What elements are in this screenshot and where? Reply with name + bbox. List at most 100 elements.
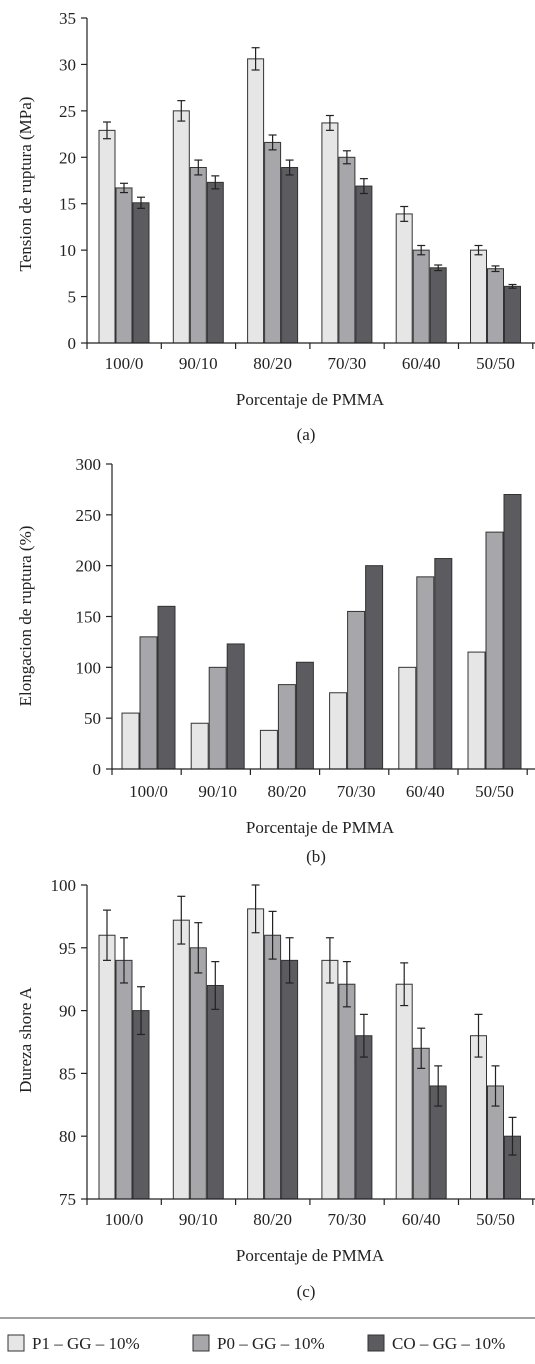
panel-b-bar-co-1 xyxy=(226,643,245,770)
panel-c-ytick-label-5: 100 xyxy=(51,876,77,895)
panel-c-errorbar-co-5 xyxy=(508,1116,517,1156)
panel-a-ytick-label-4: 20 xyxy=(59,148,76,167)
panel-a-ytick-label-3: 15 xyxy=(59,195,76,214)
panel-a-errorbar-co-0 xyxy=(137,196,145,209)
legend-label-co: CO – GG – 10% xyxy=(392,1334,505,1353)
panel-a-errorbar-p0-2 xyxy=(268,134,277,151)
panel-a-category-label-2: 80/20 xyxy=(253,354,292,373)
legend-swatch-p1 xyxy=(7,1334,25,1352)
panel-c-errorbar-p1-3 xyxy=(325,937,334,984)
panel-c-category-label-5: 50/50 xyxy=(476,1210,515,1229)
panel-c-bar-p1-0 xyxy=(98,934,116,1200)
panel-c-axes: 75 80 85 90 95 100 100/0 90/10 80/20 70/30 60/40 50… xyxy=(51,876,535,1229)
panel-a-bar-p0-2 xyxy=(264,141,282,344)
panel-b-ytick-label-0: 0 xyxy=(93,760,102,779)
panel-c-ytick-label-4: 95 xyxy=(59,939,76,958)
panel-b-ytick-label-2: 100 xyxy=(76,658,102,677)
panel-a-bar-co-0 xyxy=(132,202,150,344)
panel-c-label: (c) xyxy=(297,1282,316,1301)
panel-b-bar-p0-3 xyxy=(347,610,366,770)
panel-b-bar-p1-5 xyxy=(467,651,486,770)
panel-a-bars xyxy=(98,47,521,344)
panel-b-category-label-1: 90/10 xyxy=(198,782,237,801)
panel-a-bar-co-4 xyxy=(429,267,447,344)
panel-b-bar-p1-4 xyxy=(398,666,417,770)
panel-b-category-label-5: 50/50 xyxy=(475,782,514,801)
panel-c-bar-co-2 xyxy=(281,959,299,1200)
panel-a-errorbar-co-2 xyxy=(285,159,294,176)
panel-a-errorbar-co-3 xyxy=(359,178,368,195)
panel-b-bar-co-2 xyxy=(295,661,314,770)
panel-a-ytick-label-6: 30 xyxy=(59,55,76,74)
panel-b-bar-p0-0 xyxy=(139,636,158,770)
panel-c-errorbar-p1-5 xyxy=(474,1013,483,1058)
panel-b-category-label-0: 100/0 xyxy=(129,782,168,801)
panel-b-bar-co-0 xyxy=(157,605,176,770)
panel-a-errorbar-p0-4 xyxy=(417,244,426,256)
panel-a-errorbar-p0-0 xyxy=(120,182,128,194)
panel-a-ylabel: Tension de ruptura (MPa) xyxy=(16,97,35,272)
panel-a-ytick-label-7: 35 xyxy=(59,9,76,28)
panel-a-ytick-label-0: 0 xyxy=(68,334,77,353)
panel-a-ytick-label-2: 10 xyxy=(59,241,76,260)
panel-c-errorbar-p0-0 xyxy=(120,937,128,984)
panel-c-bar-p0-4 xyxy=(412,1047,430,1200)
panel-c-ytick-label-1: 80 xyxy=(59,1127,76,1146)
panel-a-axes: 0 5 10 15 20 25 30 35 100/0 90/10 80/20 70/30 60/40 5… xyxy=(59,9,535,373)
panel-c-errorbar-p1-0 xyxy=(103,909,111,961)
panel-a-bar-p0-4 xyxy=(412,249,430,344)
panel-c-errorbar-co-1 xyxy=(211,961,220,1010)
panel-a-bar-p0-1 xyxy=(189,167,207,344)
legend-swatch-co xyxy=(367,1334,385,1352)
panel-a-errorbar-co-1 xyxy=(211,175,220,190)
panel-c-category-label-0: 100/0 xyxy=(105,1210,144,1229)
panel-c-bar-p1-4 xyxy=(395,983,413,1200)
panel-c-ytick-label-2: 85 xyxy=(59,1064,76,1083)
panel-a-bar-p0-3 xyxy=(338,156,356,344)
panel-a-ytick-label-5: 25 xyxy=(59,102,76,121)
panel-c-errorbar-p0-4 xyxy=(417,1027,426,1069)
panel-b-ytick-label-4: 200 xyxy=(76,557,102,576)
panel-a-errorbar-p0-3 xyxy=(342,150,351,165)
panel-a-bar-p1-4 xyxy=(395,213,413,344)
panel-a-bar-p1-5 xyxy=(470,249,487,344)
panel-b-bar-p1-1 xyxy=(190,722,209,770)
panel-a-errorbar-p0-5 xyxy=(491,265,500,273)
panel-a-category-label-0: 100/0 xyxy=(105,354,144,373)
panel-a-bar-p1-1 xyxy=(172,110,190,344)
panel-b-bar-p1-2 xyxy=(259,729,278,770)
panel-b-bar-p0-4 xyxy=(416,576,435,770)
panel-a-category-label-1: 90/10 xyxy=(179,354,218,373)
panel-a-bar-p1-0 xyxy=(98,129,116,344)
panel-a-bar-p0-5 xyxy=(487,268,504,344)
panel-b-ytick-label-1: 50 xyxy=(84,709,101,728)
panel-c-errorbar-p1-4 xyxy=(400,962,409,1007)
panel-c-ytick-label-0: 75 xyxy=(59,1190,76,1209)
legend: P1 – GG – 10% P0 – GG – 10% CO – GG – 10… xyxy=(0,1317,535,1353)
panel-a-errorbar-p1-5 xyxy=(474,244,483,256)
panel-c: 75 80 85 90 95 100 100/0 90/10 80/20 70/30 60/40 50… xyxy=(16,876,535,1301)
panel-c-ylabel: Dureza shore A xyxy=(16,986,35,1092)
panel-b-category-label-3: 70/30 xyxy=(337,782,376,801)
panel-c-category-label-3: 70/30 xyxy=(328,1210,367,1229)
panel-a-bar-p0-0 xyxy=(115,187,133,344)
panel-c-errorbar-co-2 xyxy=(285,937,294,984)
panel-a-errorbar-p1-1 xyxy=(177,100,186,122)
panel-a-errorbar-p1-3 xyxy=(325,114,334,131)
panel-a-category-label-4: 60/40 xyxy=(402,354,441,373)
panel-b-ytick-label-3: 150 xyxy=(76,608,102,627)
panel-b-category-label-2: 80/20 xyxy=(268,782,307,801)
panel-a-errorbar-p0-1 xyxy=(194,159,203,176)
panel-c-errorbar-p0-2 xyxy=(268,910,277,960)
panel-c-bar-p0-0 xyxy=(115,959,133,1200)
panel-a-bar-co-1 xyxy=(206,181,224,344)
panel-b-bar-p0-1 xyxy=(208,666,227,770)
panel-b-bar-p0-2 xyxy=(277,684,296,770)
panel-a-errorbar-p1-2 xyxy=(251,47,260,71)
panel-a-label: (a) xyxy=(297,425,316,444)
panel-b-axes: 0 50 100 150 200 250 300 100/0 90/10 80/20 70/30 60… xyxy=(76,455,535,801)
panel-b-ylabel: Elongacion de ruptura (%) xyxy=(16,526,35,707)
panel-b-ytick-label-5: 250 xyxy=(76,506,102,525)
panel-b-bar-p1-0 xyxy=(121,712,140,770)
